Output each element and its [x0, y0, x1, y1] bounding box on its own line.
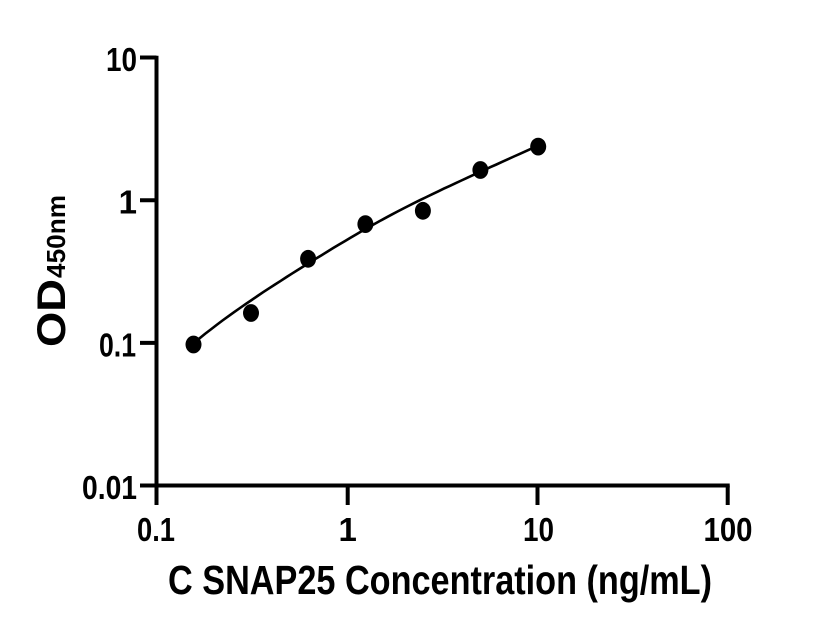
svg-text:C SNAP25 Concentration (ng/mL): C SNAP25 Concentration (ng/mL): [168, 557, 712, 603]
svg-text:100: 100: [704, 511, 753, 548]
svg-text:0.1: 0.1: [137, 511, 175, 548]
svg-text:10: 10: [106, 41, 137, 78]
svg-text:1: 1: [339, 511, 357, 548]
svg-text:0.01: 0.01: [82, 469, 137, 506]
svg-text:0.1: 0.1: [99, 327, 136, 364]
svg-text:1: 1: [119, 184, 137, 221]
svg-text:10: 10: [523, 511, 554, 548]
svg-text:OD450nm: OD450nm: [30, 195, 74, 347]
